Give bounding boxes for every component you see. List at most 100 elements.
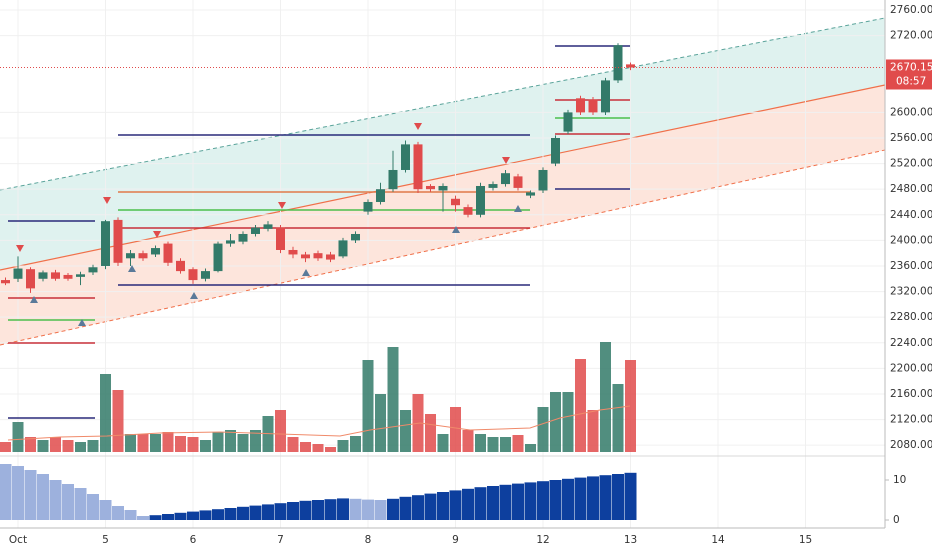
indicator-bar — [474, 487, 487, 520]
candle-body — [388, 169, 398, 190]
candle-body — [251, 227, 260, 234]
volume-bar — [112, 390, 124, 452]
indicator-bar — [524, 482, 537, 520]
volume-bar — [212, 432, 224, 452]
indicator-bar — [0, 464, 12, 520]
indicator-bar — [24, 470, 37, 520]
indicator-bar — [237, 506, 249, 520]
candle-body — [88, 267, 98, 273]
candle-body — [151, 248, 160, 255]
indicator-bar — [349, 498, 362, 520]
candle-body — [113, 219, 123, 263]
y-tick-label: 2120.00 — [890, 414, 932, 426]
axis-labels: 2080.00 2120.00 2160.00 2200.00 2240.00 2280.… — [9, 4, 932, 546]
y-tick-label: 2280.00 — [890, 311, 932, 323]
volume-bar — [537, 407, 549, 452]
indicator — [0, 464, 637, 520]
candle-body — [26, 269, 35, 289]
candle-body — [626, 64, 635, 68]
indicator-bar — [324, 499, 337, 520]
candle-body — [338, 240, 348, 257]
x-tick-label: 6 — [190, 534, 197, 546]
indicator-bar — [312, 500, 324, 520]
volume-bar — [362, 360, 374, 452]
indicator-bar — [399, 496, 412, 520]
x-tick-label: 15 — [799, 534, 812, 546]
indicator-bar — [374, 500, 387, 520]
y-tick-label: 2160.00 — [890, 388, 932, 400]
volume-bar — [400, 410, 411, 452]
candle-body — [551, 137, 560, 164]
last-price-label: 2670.15 — [890, 61, 932, 73]
sell-marker — [103, 197, 111, 204]
volume-bar — [500, 437, 511, 452]
y-tick-label: 2600.00 — [890, 106, 932, 118]
indicator-bar — [224, 508, 237, 520]
candle-body — [563, 112, 573, 132]
candle-body — [1, 280, 10, 284]
candle-body — [313, 253, 323, 259]
sell-marker — [502, 157, 510, 164]
volume-bar — [137, 434, 149, 452]
indicator-bar — [37, 474, 49, 520]
indicator-bar — [299, 500, 312, 520]
volume-bar — [325, 447, 336, 452]
volume-bar — [425, 414, 436, 452]
volume-bar — [150, 434, 161, 452]
volume-bar — [250, 430, 261, 452]
volume-bar — [625, 360, 636, 452]
indicator-bar — [162, 514, 174, 520]
volume-bar — [387, 347, 399, 452]
channel-upper — [0, 17, 886, 191]
candle-body — [101, 221, 110, 266]
y-tick-label: 2360.00 — [890, 260, 932, 272]
candles — [1, 43, 635, 293]
volume-bar — [287, 437, 299, 452]
volume-bar — [312, 444, 324, 452]
indicator-bar — [537, 481, 549, 520]
indicator-bar — [424, 493, 437, 520]
volume-ma — [7, 405, 631, 441]
candle-body — [426, 185, 435, 190]
countdown-label: 08:57 — [896, 75, 926, 87]
indicator-bar — [124, 510, 137, 520]
candle-body — [301, 254, 310, 259]
x-tick-label: 5 — [102, 534, 109, 546]
candle-body — [276, 227, 285, 250]
volume-bar — [587, 410, 599, 452]
volume — [0, 342, 636, 452]
candle-body — [176, 260, 185, 272]
buy-marker — [30, 296, 38, 303]
volume-bar — [175, 436, 186, 452]
candle-body — [501, 173, 510, 185]
candle-body — [63, 274, 73, 279]
volume-bar — [275, 410, 286, 452]
y-tick-label: 2320.00 — [890, 286, 932, 298]
indicator-bar — [512, 483, 524, 520]
x-tick-label: 13 — [624, 534, 637, 546]
volume-bar — [612, 384, 624, 452]
indicator-bar — [574, 477, 587, 520]
buy-marker — [452, 226, 460, 233]
candle-body — [13, 268, 23, 279]
y-tick-label: 2440.00 — [890, 209, 932, 221]
indicator-bar — [387, 498, 399, 520]
indicator-bar — [74, 488, 87, 520]
indicator-bar — [499, 484, 512, 520]
candle-body — [476, 185, 485, 215]
x-tick-label: 12 — [536, 534, 549, 546]
indicator-bar — [412, 495, 424, 520]
volume-bar — [0, 442, 11, 452]
candle-body — [401, 144, 410, 170]
indicator-bar — [149, 515, 162, 520]
indicator-bar — [262, 504, 274, 520]
buy-marker — [190, 292, 198, 299]
candle-body — [376, 189, 385, 202]
volume-bar — [237, 434, 249, 452]
candle-body — [463, 207, 473, 215]
volume-bar — [75, 442, 86, 452]
indicator-bar — [287, 502, 299, 520]
volume-bar — [575, 359, 586, 452]
candle-body — [263, 224, 273, 229]
